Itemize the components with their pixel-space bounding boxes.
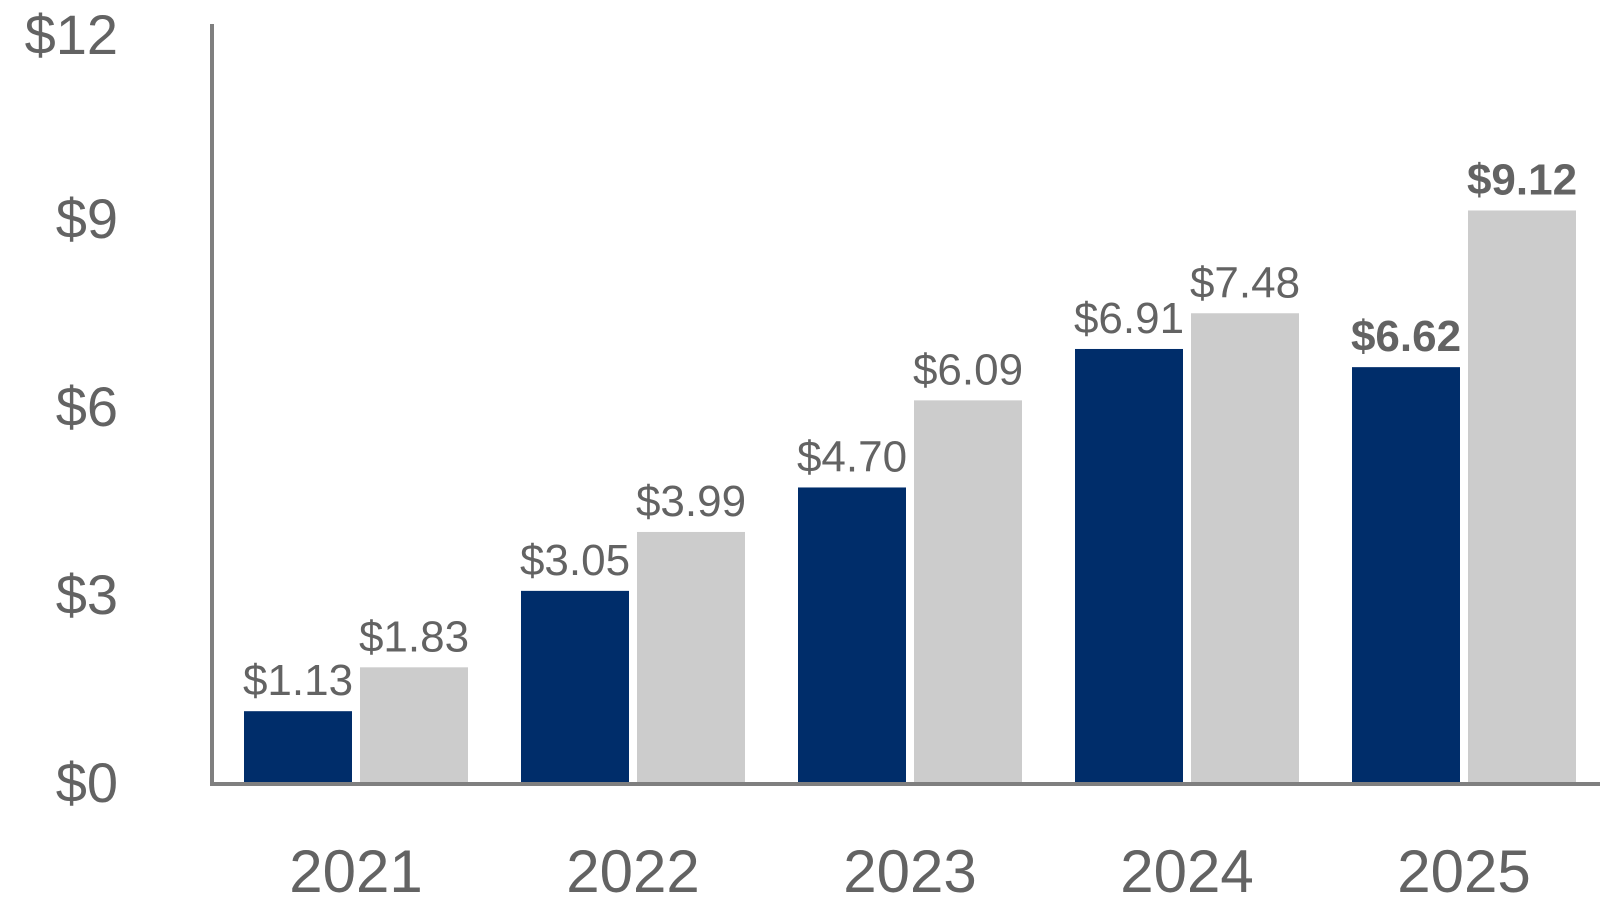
x-axis-category-labels: 2021 2022 2023 2024 2025 [289,838,1530,905]
bar-2024-series-2 [1191,313,1299,782]
data-label-2022-series-1: $3.05 [520,536,630,585]
bar-2021-series-1 [244,711,352,782]
data-label-2025-series-2: $9.12 [1467,155,1577,204]
bar-2023-series-2 [914,400,1022,782]
bar-2025-series-2 [1468,210,1576,783]
bar-2023-series-1 [798,487,906,782]
y-axis-tick-labels: $0 $3 $6 $9 $12 [25,3,118,814]
data-label-2021-series-1: $1.13 [243,656,353,705]
bar-2021-series-2 [360,667,468,782]
bar-2024-series-1 [1075,348,1183,782]
data-label-2025-series-1: $6.62 [1351,312,1461,361]
data-label-2023-series-2: $6.09 [913,345,1023,394]
x-tick-label: 2021 [289,838,422,905]
x-tick-label: 2023 [843,838,976,905]
y-tick-label: $0 [56,751,118,814]
y-tick-label: $12 [25,3,118,66]
x-tick-label: 2022 [566,838,699,905]
data-label-2024-series-2: $7.48 [1190,258,1300,307]
data-label-2024-series-1: $6.91 [1074,294,1184,343]
x-tick-label: 2025 [1397,838,1530,905]
bar-2022-series-1 [521,590,629,782]
bar-2025-series-1 [1352,367,1460,782]
y-tick-label: $9 [56,187,118,250]
y-tick-label: $6 [56,375,118,438]
data-labels: $1.13$1.83 $3.05$3.99 $4.70$6.09 $6.91$7.48… [243,155,1577,705]
bar-2022-series-2 [637,531,745,782]
y-tick-label: $3 [56,563,118,626]
data-label-2022-series-2: $3.99 [636,477,746,526]
data-label-2021-series-2: $1.83 [359,612,469,661]
data-label-2023-series-1: $4.70 [797,432,907,481]
bar-series [244,210,1576,783]
x-tick-label: 2024 [1120,838,1253,905]
